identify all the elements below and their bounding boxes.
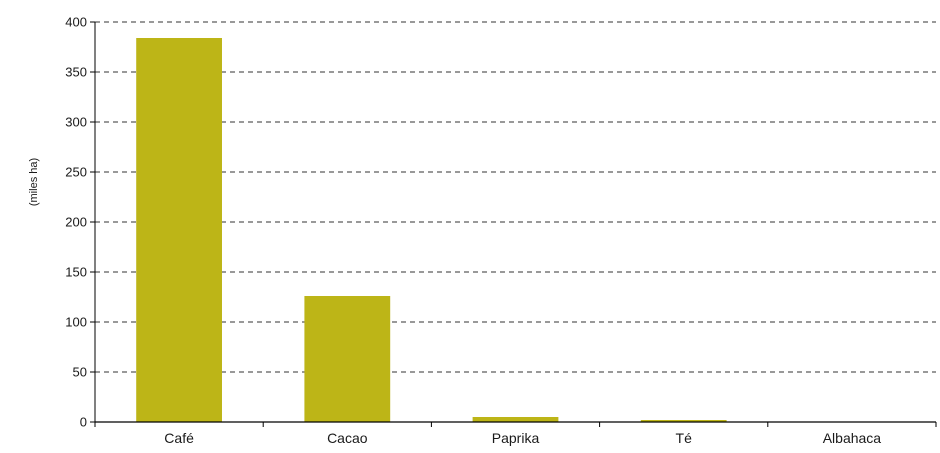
x-category-label: Albahaca	[823, 430, 882, 446]
y-tick-label: 0	[80, 415, 87, 430]
y-tick-label: 150	[65, 265, 87, 280]
bars	[136, 38, 727, 422]
y-tick-label: 200	[65, 215, 87, 230]
axes	[90, 21, 937, 427]
y-tick-label: 100	[65, 315, 87, 330]
x-category-label: Cacao	[327, 430, 368, 446]
x-category-label: Café	[164, 430, 194, 446]
bar	[472, 417, 559, 422]
labels: 0 50 100 150 200 250 300 350 400 Café Cacao Paprika…	[65, 15, 881, 447]
bar	[136, 38, 222, 422]
y-tick-label: 400	[65, 15, 87, 30]
x-category-label: Té	[676, 430, 693, 446]
y-tick-label: 50	[73, 365, 87, 380]
bar	[640, 420, 727, 422]
y-axis-title: (miles ha)	[28, 158, 40, 206]
x-category-label: Paprika	[492, 430, 540, 446]
y-tick-label: 350	[65, 65, 87, 80]
y-tick-label: 300	[65, 115, 87, 130]
y-tick-label: 250	[65, 165, 87, 180]
bar	[304, 296, 391, 422]
